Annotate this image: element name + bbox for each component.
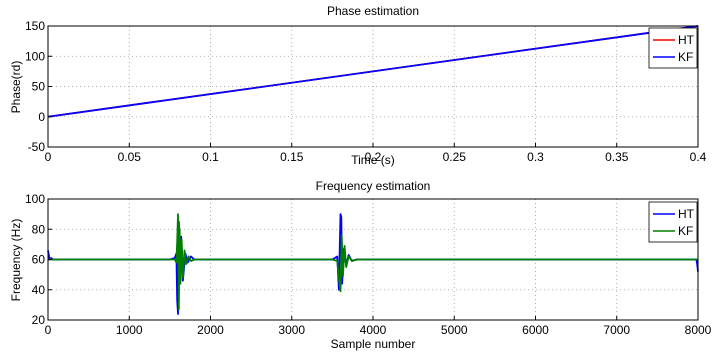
frequency-x-tick-label-4: 4000 — [360, 323, 387, 337]
frequency-title: Frequency estimation — [316, 179, 431, 193]
phase-y-tick-label-1: 0 — [38, 110, 45, 124]
phase-legend-label-ht: HT — [678, 33, 695, 47]
phase-x-tick-label-8: 0.4 — [690, 150, 707, 164]
frequency-x-tick-label-2: 2000 — [197, 323, 224, 337]
frequency-series-line-kf — [48, 213, 698, 311]
phase-x-tick-label-1: 0.05 — [118, 150, 142, 164]
phase-x-tick-label-5: 0.25 — [443, 150, 467, 164]
frequency-y-label: Frequency (Hz) — [9, 219, 23, 302]
frequency-y-ticks: 20 40 60 80 100 — [25, 192, 52, 327]
phase-y-tick-label-2: 50 — [32, 80, 46, 94]
frequency-x-tick-label-8: 8000 — [685, 323, 712, 337]
phase-y-tick-label-3: 100 — [25, 49, 45, 63]
frequency-x-tick-label-3: 3000 — [278, 323, 305, 337]
phase-y-label: Phase(rd) — [9, 61, 23, 114]
frequency-y-tick-label-4: 100 — [25, 192, 45, 206]
frequency-y-tick-label-2: 60 — [32, 253, 46, 267]
phase-title: Phase estimation — [327, 4, 419, 18]
frequency-legend-label-ht: HT — [678, 207, 695, 221]
phase-x-label: Time (s) — [351, 153, 395, 167]
frequency-x-tick-label-0: 0 — [45, 323, 52, 337]
frequency-y-tick-label-1: 40 — [32, 283, 46, 297]
phase-x-tick-label-0: 0 — [45, 150, 52, 164]
phase-x-tick-label-4: 0.2 — [365, 150, 382, 164]
phase-grid — [48, 26, 698, 147]
phase-legend: HT KF — [648, 27, 698, 69]
phase-series — [47, 25, 699, 118]
phase-x-tick-label-2: 0.1 — [202, 150, 219, 164]
frequency-x-tick-label-1: 1000 — [116, 323, 143, 337]
frequency-y-tick-label-0: 20 — [32, 313, 46, 327]
frequency-x-tick-label-7: 7000 — [603, 323, 630, 337]
frequency-legend-label-kf: KF — [678, 224, 693, 238]
frequency-series — [47, 213, 699, 315]
frequency-legend-box — [648, 201, 698, 243]
phase-y-ticks: -50 0 50 100 150 — [25, 19, 52, 154]
phase-y-tick-label-4: 150 — [25, 19, 45, 33]
frequency-legend: HT KF — [648, 201, 698, 243]
frequency-x-label: Sample number — [331, 337, 416, 351]
frequency-panel: Frequency estimation 0 1000 2000 3000 4000 50… — [9, 179, 712, 351]
phase-legend-box — [648, 27, 698, 69]
frequency-x-tick-label-6: 6000 — [522, 323, 549, 337]
phase-x-tick-label-7: 0.35 — [605, 150, 629, 164]
phase-x-tick-label-3: 0.15 — [280, 150, 304, 164]
phase-series-line-kf — [47, 25, 699, 118]
phase-legend-label-kf: KF — [678, 50, 693, 64]
frequency-x-ticks: 0 1000 2000 3000 4000 5000 6000 7000 8000 — [45, 316, 712, 337]
phase-x-ticks: 0 0.05 0.1 0.15 0.2 0.25 0.3 0.35 0.4 — [45, 143, 707, 164]
frequency-x-tick-label-5: 5000 — [441, 323, 468, 337]
frequency-y-tick-label-3: 80 — [32, 222, 46, 236]
phase-panel: Phase estimation 0 0.05 0.1 0.15 0.2 0.25 0.3 0… — [9, 4, 707, 167]
phase-y-tick-label-0: -50 — [28, 140, 46, 154]
phase-x-tick-label-6: 0.3 — [527, 150, 544, 164]
